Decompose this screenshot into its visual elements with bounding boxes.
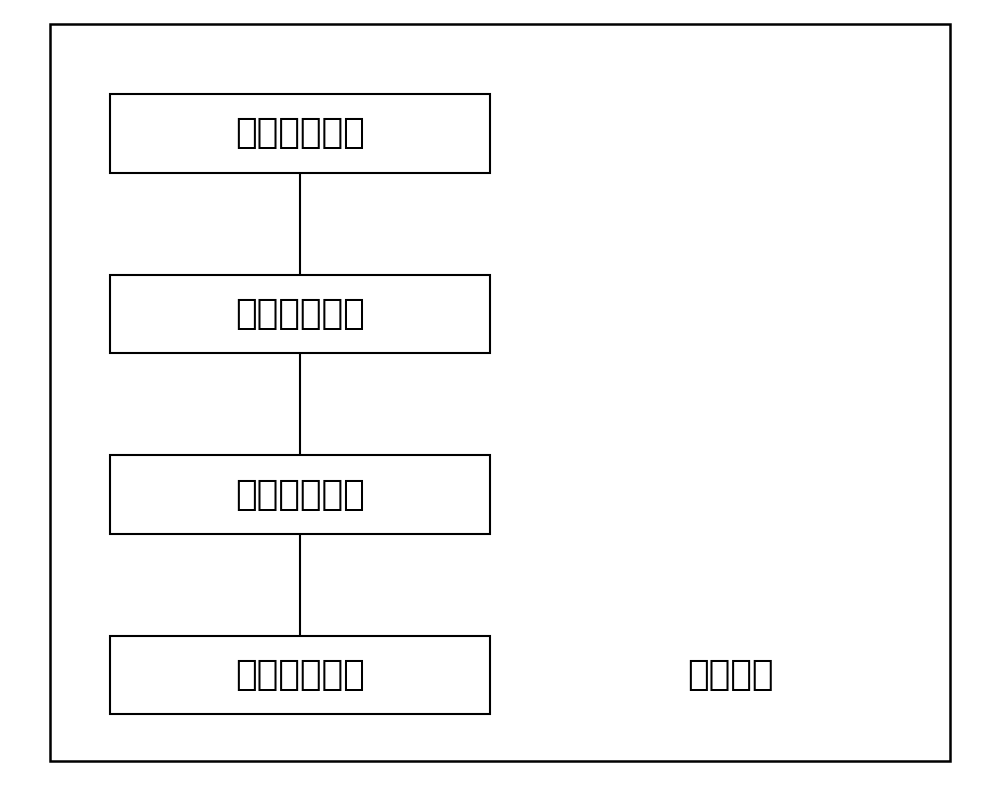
Bar bbox=[110, 275, 490, 353]
Bar bbox=[110, 636, 490, 714]
Bar bbox=[110, 455, 490, 534]
Text: 第四获取模块: 第四获取模块 bbox=[235, 116, 365, 151]
Bar bbox=[110, 94, 490, 173]
Text: 第五获取模块: 第五获取模块 bbox=[235, 477, 365, 512]
Text: 第三确定模块: 第三确定模块 bbox=[235, 297, 365, 331]
Text: 第四确定模块: 第四确定模块 bbox=[235, 658, 365, 692]
Text: 检测模块: 检测模块 bbox=[687, 658, 773, 692]
